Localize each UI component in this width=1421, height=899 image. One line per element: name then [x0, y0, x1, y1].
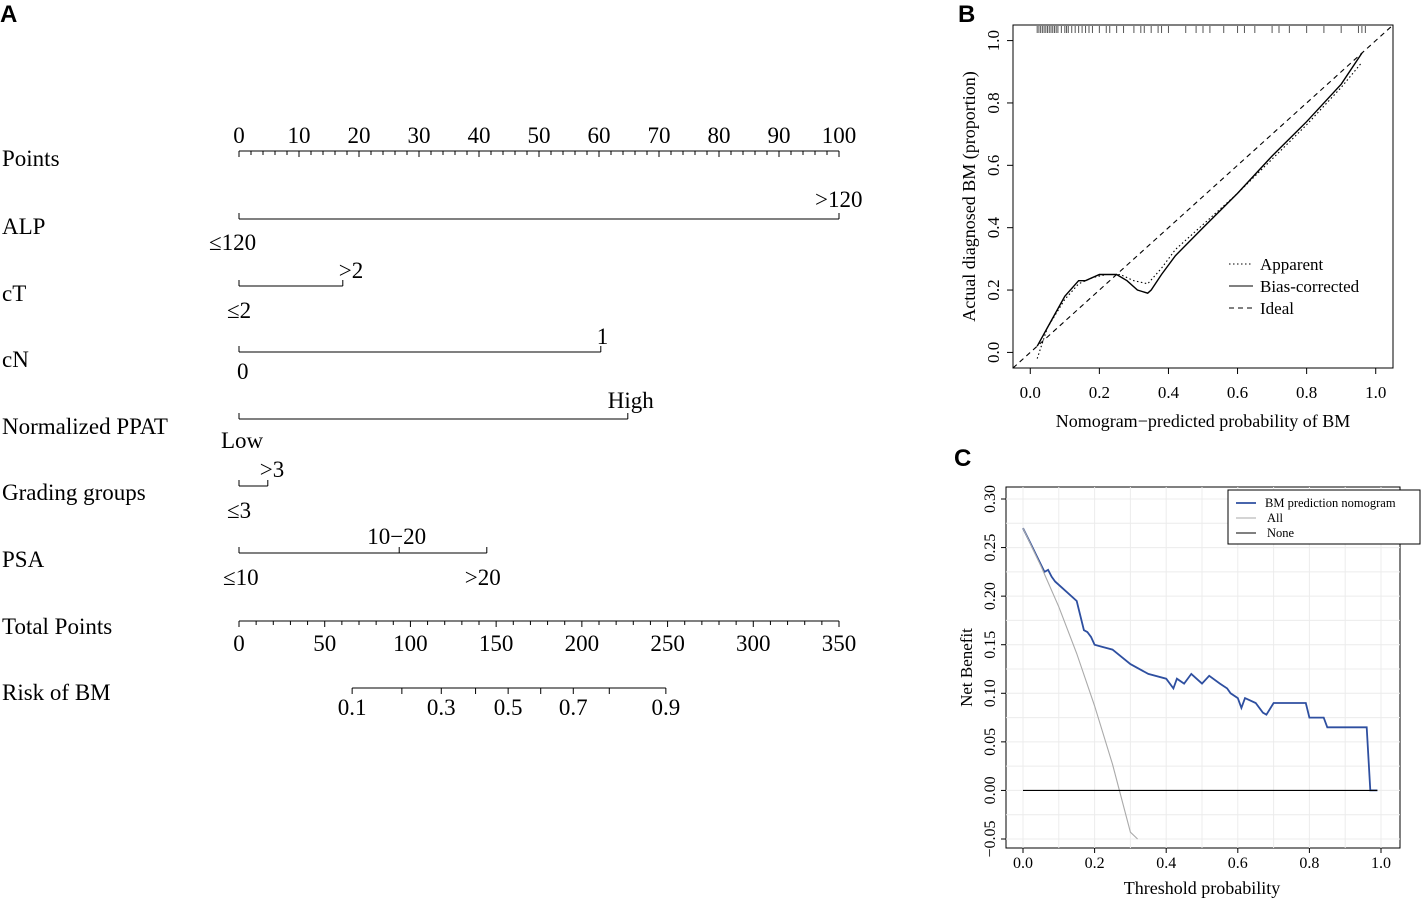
calibration-x-tick-label: 0.0 [1020, 383, 1041, 402]
calibration-y-tick-label: 1.0 [984, 30, 1003, 51]
risk-tick-label: 0.3 [427, 695, 456, 720]
variable-level-label: >2 [339, 258, 363, 283]
calibration-y-tick-label: 0.6 [984, 155, 1003, 176]
dca-x-tick-label: 0.0 [1013, 855, 1033, 872]
variable-level-label: 1 [597, 324, 609, 349]
points-tick-label: 50 [528, 123, 551, 148]
dca-x-tick-label: 0.8 [1299, 855, 1319, 872]
dca-y-tick-label: 0.15 [982, 631, 999, 659]
total-points-tick-label: 200 [565, 631, 600, 656]
variable-level-label: ≤120 [209, 230, 256, 255]
points-tick-label: 10 [288, 123, 311, 148]
calibration-x-tick-label: 0.6 [1227, 383, 1248, 402]
variable-level-label: ≤2 [227, 298, 251, 323]
variable-label-grading-groups: Grading groups [2, 480, 146, 505]
calibration-series-ideal [1012, 24, 1394, 369]
dca-legend-label: All [1267, 511, 1284, 525]
calibration-x-tick-label: 0.4 [1158, 383, 1180, 402]
panel-label-c: C [954, 445, 971, 472]
calibration-y-tick-label: 0.2 [984, 279, 1003, 300]
variable-level-label: High [608, 388, 655, 413]
dca-y-tick-label: 0.20 [982, 582, 999, 610]
points-tick-label: 20 [348, 123, 371, 148]
calibration-panel: 0.0 0.2 0.4 0.6 0.8 1.0 0.0 0.2 0.4 0.6 0.8 1.0 Nomo… [959, 24, 1394, 431]
risk-tick-label: 0.1 [338, 695, 367, 720]
total-points-tick-label: 350 [822, 631, 857, 656]
dca-x-axis-label: Threshold probability [1124, 878, 1280, 898]
calibration-x-tick-label: 0.2 [1089, 383, 1110, 402]
calibration-series-apparent [1036, 62, 1363, 359]
panel-label-a: A [0, 1, 17, 28]
total-points-tick-label: 0 [233, 631, 245, 656]
calibration-y-axis-label: Actual diagnosed BM (proportion) [959, 71, 980, 321]
calibration-x-tick-label: 0.8 [1296, 383, 1317, 402]
variable-level-label: >20 [465, 565, 501, 590]
points-tick-label: 30 [408, 123, 431, 148]
points-tick-label: 60 [588, 123, 611, 148]
calibration-y-tick-label: 0.8 [984, 92, 1003, 113]
variable-level-label: ≤3 [227, 498, 251, 523]
variable-level-label: >3 [260, 457, 284, 482]
variable-level-label: ≤10 [223, 565, 259, 590]
dca-y-tick-label: 0.25 [982, 534, 999, 562]
calibration-legend-label: Bias-corrected [1260, 277, 1360, 296]
dca-y-tick-label: 0.30 [982, 485, 999, 513]
dca-series-group [1022, 527, 1378, 840]
total-points-tick-label: 150 [479, 631, 514, 656]
dca-legend-box [1227, 489, 1421, 545]
risk-tick-label: 0.9 [651, 695, 680, 720]
points-tick-label: 40 [468, 123, 491, 148]
panel-label-b: B [958, 1, 975, 28]
risk-tick-label: 0.7 [559, 695, 588, 720]
dca-x-tick-label: 1.0 [1371, 855, 1391, 872]
variable-label-psa: PSA [2, 547, 45, 572]
total-points-tick-label: 250 [650, 631, 685, 656]
points-tick-label: 100 [822, 123, 857, 148]
dca-plot-frame [1005, 486, 1401, 849]
dca-y-axis-label: Net Benefit [957, 628, 976, 707]
calibration-legend-label: Ideal [1260, 299, 1294, 318]
variable-level-label: 0 [237, 359, 249, 384]
variable-level-label: Low [221, 428, 264, 453]
risk-row-label: Risk of BM [2, 680, 111, 705]
dca-y-tick-label: 0.05 [982, 728, 999, 756]
points-tick-label: 80 [708, 123, 731, 148]
risk-tick-label: 0.5 [494, 695, 523, 720]
points-tick-label: 70 [648, 123, 671, 148]
calibration-x-axis-label: Nomogram−predicted probability of BM [1056, 411, 1351, 431]
variable-label-cn: cN [2, 347, 29, 372]
total-points-tick-label: 50 [313, 631, 336, 656]
dca-legend-label: BM prediction nomogram [1265, 496, 1396, 510]
variable-level-label: 10−20 [367, 524, 426, 549]
decision-curve-panel: 0.0 0.2 0.4 0.6 0.8 1.0 −0.05 0.00 0.05 0.10 0.15 0… [957, 485, 1421, 898]
calibration-legend-label: Apparent [1260, 255, 1324, 274]
points-tick-label: 90 [768, 123, 791, 148]
variable-level-label: >120 [815, 187, 862, 212]
dca-series-bm-prediction-nomogram [1022, 527, 1378, 792]
total-points-row-label: Total Points [2, 614, 112, 639]
dca-legend-label: None [1267, 526, 1295, 540]
dca-x-tick-label: 0.6 [1228, 855, 1248, 872]
dca-x-tick-label: 0.2 [1085, 855, 1105, 872]
dca-x-tick-label: 0.4 [1156, 855, 1176, 872]
points-tick-label: 0 [233, 123, 245, 148]
variable-label-normalized-ppat: Normalized PPAT [2, 414, 168, 439]
dca-y-tick-label: 0.10 [982, 679, 999, 707]
total-points-tick-label: 100 [393, 631, 428, 656]
calibration-y-tick-label: 0.4 [984, 217, 1003, 239]
dca-y-tick-label: 0.00 [982, 776, 999, 804]
points-row-label: Points [2, 146, 60, 171]
dca-y-tick-label: −0.05 [982, 820, 999, 857]
variable-label-alp: ALP [2, 214, 45, 239]
calibration-y-tick-label: 0.0 [984, 342, 1003, 363]
dca-series-all [1022, 527, 1138, 840]
variable-label-ct: cT [2, 281, 26, 306]
calibration-series-bias-corrected [1036, 52, 1363, 347]
total-points-tick-label: 300 [736, 631, 771, 656]
calibration-x-tick-label: 1.0 [1365, 383, 1386, 402]
calibration-plot-frame [1012, 24, 1394, 369]
